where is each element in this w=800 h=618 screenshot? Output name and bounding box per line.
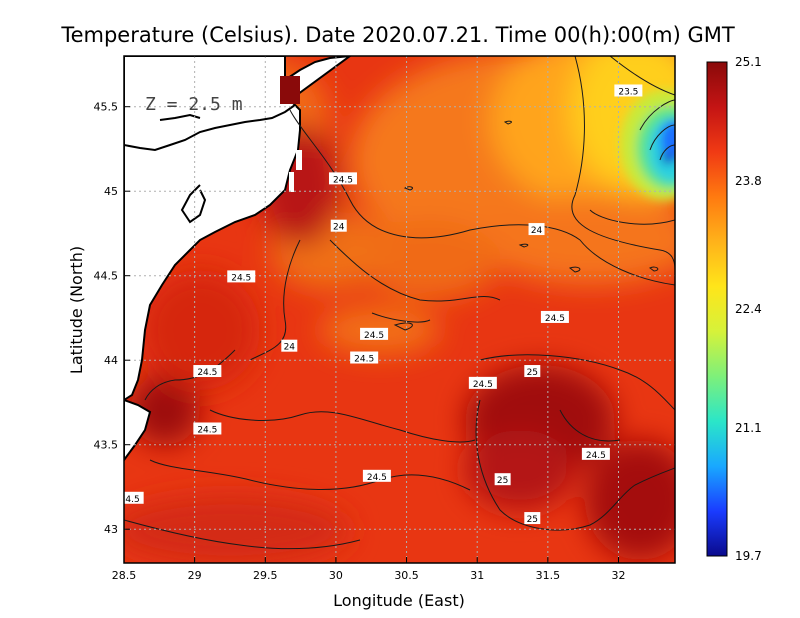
contour-label-text: 24 xyxy=(531,226,543,236)
contour-label-bg xyxy=(494,473,511,486)
contour-label-bg xyxy=(350,351,379,364)
contour-label-text: 24.5 xyxy=(367,473,387,483)
contour-label-text: 24.5 xyxy=(120,495,140,505)
x-tick-label: 32 xyxy=(611,569,625,582)
contour-label: 25 xyxy=(494,473,511,486)
contour-label-bg xyxy=(124,491,144,504)
contour-label-text: 23.5 xyxy=(618,87,638,97)
colorbar-tick-label: 19.7 xyxy=(735,549,762,563)
contour-label-bg xyxy=(193,365,222,378)
contour-label: 24.5 xyxy=(360,327,389,341)
contour-label-text: 24 xyxy=(333,223,345,233)
contour-label-bg xyxy=(614,84,643,97)
contour-label-text: 24.5 xyxy=(473,380,493,390)
colorbar-tick-label: 25.1 xyxy=(735,55,762,69)
contour-label: 24.5 xyxy=(193,365,222,378)
contour-label-bg xyxy=(330,219,347,232)
contour-label: 24.5 xyxy=(362,469,391,483)
contour-label: 24.5 xyxy=(227,270,256,283)
x-tick-label: 29.5 xyxy=(253,569,278,582)
contour-label-text: 24.5 xyxy=(586,451,606,461)
contour-label: 24.5 xyxy=(540,310,569,324)
contour-label-bg xyxy=(193,422,222,435)
contour-label: 23.5 xyxy=(614,84,643,97)
contour-label: 24.5 xyxy=(350,351,379,365)
y-tick-label: 45.5 xyxy=(94,101,119,114)
chart-title: Temperature (Celsius). Date 2020.07.21. … xyxy=(60,23,735,47)
colorbar-tick-label: 23.8 xyxy=(735,174,762,188)
colorbar xyxy=(706,61,728,557)
contour-label: 25 xyxy=(524,365,541,378)
y-tick-label: 43 xyxy=(104,523,118,536)
contour-label: 25 xyxy=(524,512,541,525)
contour-label: 24.5 xyxy=(328,172,357,185)
y-tick-label: 44 xyxy=(104,354,118,367)
contour-label-text: 24.5 xyxy=(364,331,384,341)
contour-label-bg xyxy=(227,270,256,283)
contour-label-bg xyxy=(281,339,298,352)
contour-label: 24.5 xyxy=(581,447,610,461)
x-tick-label: 29 xyxy=(188,569,202,582)
y-axis: 43 43.5 44 44.5 45 45.5 xyxy=(94,101,130,536)
contour-label: 24 xyxy=(330,219,347,233)
contour-label-text: 24 xyxy=(284,343,296,353)
x-tick-label: 28.5 xyxy=(112,569,137,582)
contour-label: 24.5 xyxy=(193,422,222,435)
x-axis-title: Longitude (East) xyxy=(333,591,465,610)
contour-label-bg xyxy=(362,469,391,482)
x-tick-label: 31 xyxy=(470,569,484,582)
contour-label-text: 25 xyxy=(497,476,508,486)
contour-labels: 23.5 24.5 24 24 24.5 24.5 24.5 24 24.5 24.5 25 24.5… xyxy=(120,84,643,525)
x-tick-label: 30 xyxy=(329,569,343,582)
y-axis-title: Latitude (North) xyxy=(67,246,86,374)
contour-label-bg xyxy=(360,327,389,340)
contour-label-bg xyxy=(540,310,569,323)
contour-label-text: 24.5 xyxy=(545,314,565,324)
contour-label-text: 25 xyxy=(527,368,538,378)
y-tick-label: 43.5 xyxy=(94,439,119,452)
contour-label-bg xyxy=(468,376,497,389)
contour-label-text: 24.5 xyxy=(231,273,251,283)
contour-label: 24.5 xyxy=(120,491,144,505)
gridlines xyxy=(124,56,675,563)
contour-label-bg xyxy=(524,365,541,378)
contour-label-text: 24.5 xyxy=(354,355,374,365)
x-tick-label: 30.5 xyxy=(394,569,419,582)
contour-label-text: 24.5 xyxy=(197,425,217,435)
colorbar-tick-label: 22.4 xyxy=(735,302,762,316)
colorbar-labels: 25.1 23.8 22.4 21.1 19.7 xyxy=(735,55,762,563)
contour-label: 24 xyxy=(281,339,298,353)
cold-eddy xyxy=(620,90,675,200)
contour-label-bg xyxy=(528,223,545,236)
x-axis: 28.5 29 29.5 30 30.5 31 31.5 32 xyxy=(112,557,625,582)
y-tick-label: 44.5 xyxy=(94,270,119,283)
x-tick-label: 31.5 xyxy=(536,569,561,582)
contour-label-text: 24.5 xyxy=(197,368,217,378)
depth-annotation: Z = 2.5 m xyxy=(145,94,243,115)
contour-label-bg xyxy=(581,447,610,460)
contour-label: 24.5 xyxy=(468,376,497,390)
contour-label-text: 24.5 xyxy=(333,175,353,185)
coastal-hot-cell xyxy=(280,76,300,104)
colorbar-tick-label: 21.1 xyxy=(735,421,762,435)
y-tick-label: 45 xyxy=(104,185,118,198)
contour-label-bg xyxy=(524,512,541,525)
contour-label-text: 25 xyxy=(527,515,538,525)
contour-label-bg xyxy=(328,172,357,185)
contour-label: 24 xyxy=(528,223,545,236)
plot-frame xyxy=(123,55,676,564)
plot-area: 23.5 24.5 24 24 24.5 24.5 24.5 24 24.5 24.5 25 24.5… xyxy=(120,56,675,563)
